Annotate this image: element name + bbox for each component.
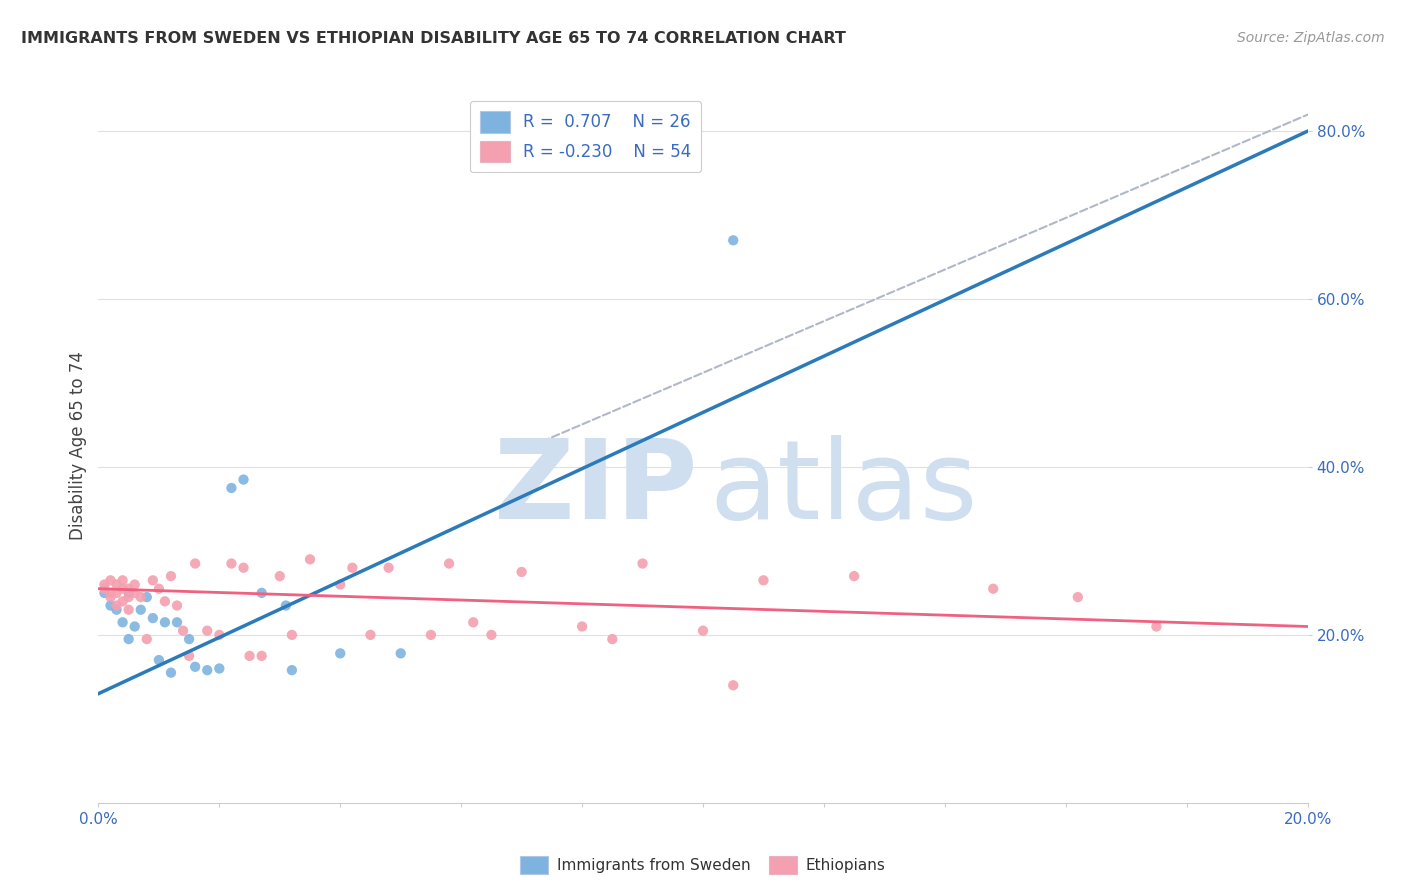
- Point: [111, 615, 134, 630]
- Point: [129, 590, 152, 604]
- Point: [100, 590, 122, 604]
- Point: [377, 560, 399, 574]
- Point: [232, 560, 254, 574]
- Point: [631, 557, 654, 571]
- Point: [463, 615, 485, 630]
- Point: [111, 594, 134, 608]
- Point: [221, 481, 243, 495]
- Point: [111, 582, 134, 596]
- Point: [389, 646, 412, 660]
- Point: [124, 619, 146, 633]
- Point: [360, 628, 382, 642]
- Point: [281, 663, 304, 677]
- Point: [269, 569, 291, 583]
- Point: [105, 577, 128, 591]
- Point: [172, 624, 194, 638]
- Point: [118, 582, 141, 596]
- Point: [177, 632, 201, 646]
- Point: [118, 603, 141, 617]
- Point: [602, 632, 624, 646]
- Point: [250, 648, 273, 663]
- Point: [153, 615, 176, 630]
- Point: [142, 611, 165, 625]
- Text: atlas: atlas: [709, 435, 977, 542]
- Point: [124, 577, 146, 591]
- Legend: Immigrants from Sweden, Ethiopians: Immigrants from Sweden, Ethiopians: [515, 850, 891, 880]
- Text: Source: ZipAtlas.com: Source: ZipAtlas.com: [1237, 31, 1385, 45]
- Point: [118, 632, 141, 646]
- Point: [299, 552, 322, 566]
- Point: [221, 557, 243, 571]
- Legend: R =  0.707    N = 26, R = -0.230    N = 54: R = 0.707 N = 26, R = -0.230 N = 54: [470, 101, 702, 172]
- Point: [510, 565, 533, 579]
- Point: [166, 615, 188, 630]
- Point: [1144, 619, 1167, 633]
- Point: [129, 603, 152, 617]
- Text: ZIP: ZIP: [494, 435, 697, 542]
- Point: [195, 624, 218, 638]
- Point: [177, 648, 201, 663]
- Point: [1067, 590, 1090, 604]
- Point: [250, 586, 273, 600]
- Point: [274, 599, 297, 613]
- Point: [93, 586, 115, 600]
- Point: [118, 590, 141, 604]
- Point: [208, 661, 231, 675]
- Point: [184, 557, 207, 571]
- Point: [184, 660, 207, 674]
- Point: [437, 557, 460, 571]
- Point: [752, 574, 775, 588]
- Point: [93, 582, 115, 596]
- Point: [135, 632, 157, 646]
- Point: [148, 653, 170, 667]
- Point: [100, 599, 122, 613]
- Point: [232, 473, 254, 487]
- Point: [208, 628, 231, 642]
- Point: [329, 577, 352, 591]
- Point: [105, 603, 128, 617]
- Point: [281, 628, 304, 642]
- Point: [124, 586, 146, 600]
- Point: [195, 663, 218, 677]
- Point: [100, 574, 122, 588]
- Point: [329, 646, 352, 660]
- Point: [153, 594, 176, 608]
- Point: [342, 560, 364, 574]
- Point: [118, 586, 141, 600]
- Point: [844, 569, 866, 583]
- Point: [419, 628, 441, 642]
- Point: [239, 648, 262, 663]
- Point: [721, 678, 744, 692]
- Point: [981, 582, 1004, 596]
- Point: [160, 569, 183, 583]
- Text: IMMIGRANTS FROM SWEDEN VS ETHIOPIAN DISABILITY AGE 65 TO 74 CORRELATION CHART: IMMIGRANTS FROM SWEDEN VS ETHIOPIAN DISA…: [21, 31, 846, 46]
- Point: [166, 599, 188, 613]
- Point: [105, 586, 128, 600]
- Point: [692, 624, 714, 638]
- Point: [160, 665, 183, 680]
- Point: [93, 577, 115, 591]
- Point: [571, 619, 593, 633]
- Point: [721, 233, 744, 247]
- Point: [142, 574, 165, 588]
- Point: [481, 628, 503, 642]
- Point: [135, 590, 157, 604]
- Y-axis label: Disability Age 65 to 74: Disability Age 65 to 74: [69, 351, 87, 541]
- Point: [148, 582, 170, 596]
- Point: [100, 586, 122, 600]
- Point: [105, 599, 128, 613]
- Point: [111, 574, 134, 588]
